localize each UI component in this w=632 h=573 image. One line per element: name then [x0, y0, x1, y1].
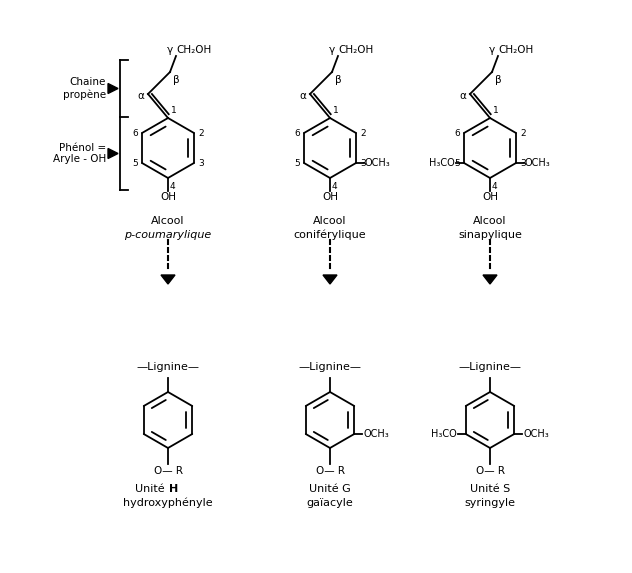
Text: 2: 2: [198, 128, 204, 138]
Polygon shape: [108, 84, 118, 93]
Text: 5: 5: [454, 159, 460, 168]
Text: 3: 3: [198, 159, 204, 168]
Text: H₃CO: H₃CO: [431, 429, 457, 439]
Text: 4: 4: [492, 182, 497, 191]
Text: 4: 4: [170, 182, 176, 191]
Text: CH₂OH: CH₂OH: [498, 45, 533, 55]
Text: Alcool: Alcool: [151, 216, 185, 226]
Text: 4: 4: [332, 182, 337, 191]
Text: β: β: [173, 75, 179, 85]
Text: O— R: O— R: [315, 466, 344, 476]
Text: γ: γ: [167, 45, 173, 55]
Text: Phénol =
Aryle - OH: Phénol = Aryle - OH: [52, 143, 106, 164]
Text: Alcool: Alcool: [313, 216, 347, 226]
Text: sinapylique: sinapylique: [458, 230, 522, 240]
Text: hydroxyphényle: hydroxyphényle: [123, 498, 213, 508]
Text: CH₂OH: CH₂OH: [176, 45, 211, 55]
Text: OH: OH: [322, 192, 338, 202]
Text: OCH₃: OCH₃: [523, 429, 549, 439]
Text: —Lignine—: —Lignine—: [458, 362, 521, 372]
Text: H: H: [169, 484, 178, 494]
Text: Chaine
propène: Chaine propène: [63, 77, 106, 100]
Text: coniférylique: coniférylique: [294, 230, 367, 241]
Polygon shape: [483, 275, 497, 284]
Text: 6: 6: [295, 128, 300, 138]
Text: —Lignine—: —Lignine—: [298, 362, 362, 372]
Text: 6: 6: [454, 128, 460, 138]
Polygon shape: [108, 148, 118, 159]
Text: γ: γ: [489, 45, 495, 55]
Text: Unité S: Unité S: [470, 484, 510, 494]
Text: O— R: O— R: [475, 466, 504, 476]
Text: α: α: [459, 91, 466, 101]
Text: OCH₃: OCH₃: [363, 429, 389, 439]
Text: 1: 1: [493, 106, 499, 115]
Text: α: α: [299, 91, 306, 101]
Text: Unité G: Unité G: [309, 484, 351, 494]
Text: 3: 3: [520, 159, 526, 168]
Polygon shape: [161, 275, 175, 284]
Polygon shape: [323, 275, 337, 284]
Text: CH₂OH: CH₂OH: [338, 45, 374, 55]
Text: 2: 2: [520, 128, 526, 138]
Text: gaïacyle: gaïacyle: [307, 498, 353, 508]
Text: 1: 1: [171, 106, 177, 115]
Text: syringyle: syringyle: [465, 498, 516, 508]
Text: 6: 6: [132, 128, 138, 138]
Text: OCH₃: OCH₃: [365, 158, 391, 168]
Text: H₃CO: H₃CO: [429, 158, 455, 168]
Text: OH: OH: [482, 192, 498, 202]
Text: OH: OH: [160, 192, 176, 202]
Text: 1: 1: [333, 106, 339, 115]
Text: Unité: Unité: [135, 484, 168, 494]
Text: γ: γ: [329, 45, 335, 55]
Text: O— R: O— R: [154, 466, 183, 476]
Text: p-coumarylique: p-coumarylique: [125, 230, 212, 240]
Text: Alcool: Alcool: [473, 216, 507, 226]
Text: α: α: [137, 91, 144, 101]
Text: OCH₃: OCH₃: [525, 158, 550, 168]
Text: 5: 5: [132, 159, 138, 168]
Text: β: β: [495, 75, 502, 85]
Text: β: β: [335, 75, 342, 85]
Text: 3: 3: [360, 159, 366, 168]
Text: —Lignine—: —Lignine—: [137, 362, 200, 372]
Text: 2: 2: [360, 128, 365, 138]
Text: 5: 5: [295, 159, 300, 168]
